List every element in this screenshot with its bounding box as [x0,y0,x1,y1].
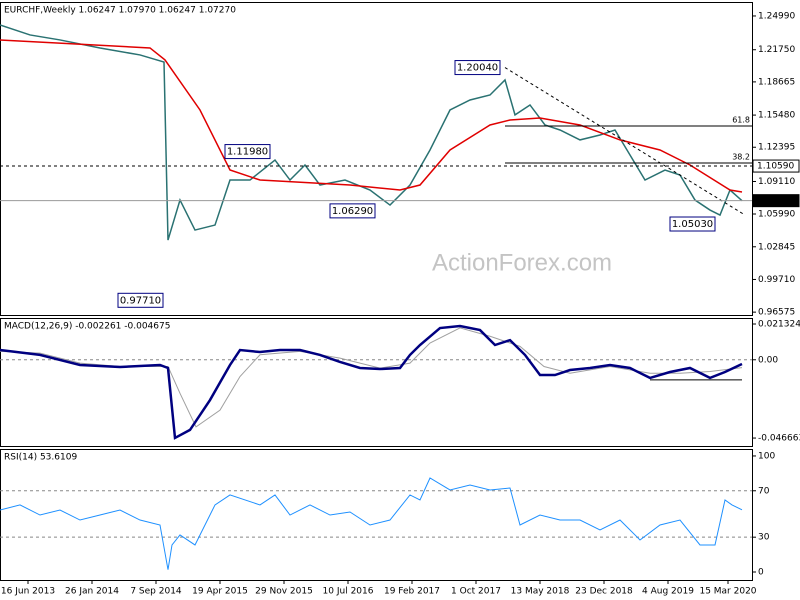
y-tick-label: 1.24990 [758,11,795,21]
x-tick-label: 7 Sep 2014 [130,587,182,597]
annotation-label: 1.11980 [227,147,268,158]
fib-label: 61.8 [732,116,750,125]
annotation-box [669,216,716,232]
x-tick-label: 26 Jan 2014 [65,587,119,597]
x-tick-label: 29 Nov 2015 [255,587,313,597]
y-tick-label: 1.05990 [758,210,795,220]
annotation-label: 1.20040 [457,63,498,74]
panel-title: EURCHF,Weekly 1.06247 1.07970 1.06247 1.… [4,6,236,16]
annotation-box [454,60,501,76]
panel [0,449,753,581]
price-label: 1.10590 [757,162,794,172]
annotation-label: 1.06290 [332,206,373,217]
annotation-label: 1.05030 [672,219,713,230]
y-tick-label: 1.18665 [758,77,795,87]
annotation-box [117,292,164,308]
y-tick-label: 0.96575 [758,308,795,318]
annotation-label: 0.97710 [120,295,161,306]
y-tick-label: 1.09110 [758,177,795,187]
x-tick-label: 19 Apr 2015 [192,587,248,597]
y-tick-label: 0.021324 [758,319,800,329]
y-tick-label: 100 [758,451,775,461]
x-tick-label: 23 Dec 2018 [575,587,633,597]
series-line [0,327,743,428]
series-line [0,39,743,193]
y-tick-label: -0.046663 [758,434,800,444]
panel-title: RSI(14) 53.6109 [4,453,77,463]
panel-title: MACD(12,26,9) -0.002261 -0.004675 [4,322,170,332]
trendline [504,67,745,215]
price-box [752,194,800,208]
x-tick-label: 19 Feb 2017 [384,587,440,597]
y-tick-label: 0.00 [758,355,778,365]
series-line [0,324,743,440]
price-box [752,159,800,173]
price-label: 1.07270 [757,196,794,206]
x-tick-label: 1 Oct 2017 [451,587,501,597]
fib-label: 38.2 [732,153,750,162]
panel [0,318,753,447]
y-tick-label: 1.02845 [758,242,795,252]
x-tick-label: 10 Jul 2016 [323,587,374,597]
panel [0,2,753,316]
y-tick-label: 1.15480 [758,111,795,121]
watermark: ActionForex.com [432,249,612,276]
y-tick-label: 1.21750 [758,45,795,55]
y-tick-label: 30 [758,533,770,543]
x-tick-label: 15 Mar 2020 [699,587,756,597]
y-tick-label: 1.12395 [758,143,795,153]
annotation-box [224,144,271,160]
series-line [0,477,743,570]
x-tick-label: 16 Jun 2013 [1,587,55,597]
x-tick-label: 13 May 2018 [511,587,570,597]
x-tick-label: 4 Aug 2019 [642,587,694,597]
annotation-box [329,203,376,219]
series-line [0,24,743,241]
y-tick-label: 70 [758,486,770,496]
y-tick-label: 0 [758,567,764,577]
y-tick-label: 0.99710 [758,275,795,285]
